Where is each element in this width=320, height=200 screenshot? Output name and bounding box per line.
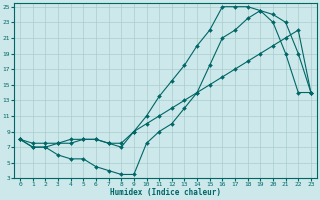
X-axis label: Humidex (Indice chaleur): Humidex (Indice chaleur) bbox=[110, 188, 221, 197]
